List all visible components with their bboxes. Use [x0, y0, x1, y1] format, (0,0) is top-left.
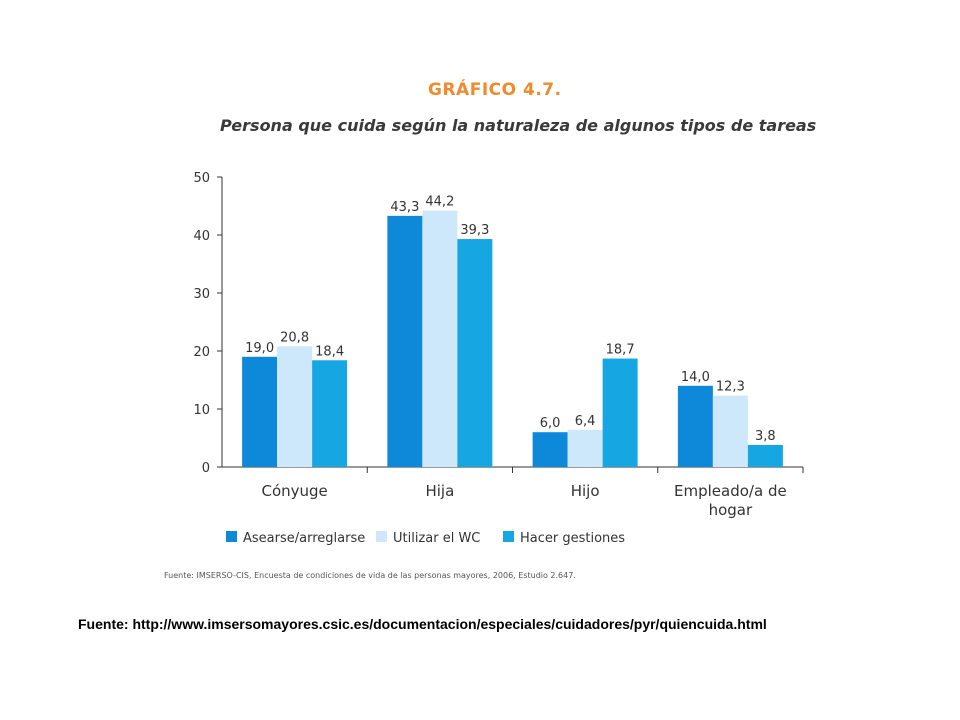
- data-label: 14,0: [681, 370, 710, 385]
- y-tick-label: 40: [193, 229, 210, 244]
- bar: [277, 346, 313, 467]
- bar: [312, 360, 348, 467]
- bar: [602, 358, 638, 467]
- category-label: hogar: [709, 501, 753, 519]
- data-label: 44,2: [425, 195, 454, 210]
- category-label: Hijo: [571, 482, 600, 500]
- bar: [747, 444, 783, 467]
- category-label: Empleado/a de: [674, 482, 787, 500]
- bar: [712, 395, 748, 467]
- source-url: Fuente: http://www.imsersomayores.csic.e…: [78, 616, 767, 632]
- legend-label: Asearse/arreglarse: [243, 531, 365, 546]
- data-label: 6,0: [540, 416, 561, 431]
- y-tick-label: 50: [193, 171, 210, 186]
- y-tick-label: 0: [202, 461, 210, 476]
- y-tick-label: 10: [193, 403, 210, 418]
- data-label: 18,7: [606, 343, 635, 358]
- data-label: 39,3: [460, 223, 489, 238]
- bar: [457, 239, 493, 467]
- legend-label: Hacer gestiones: [520, 531, 625, 546]
- y-tick-label: 20: [193, 345, 210, 360]
- legend-swatch: [226, 531, 237, 542]
- data-label: 12,3: [716, 380, 745, 395]
- source-note: Fuente: IMSERSO-CIS, Encuesta de condici…: [164, 571, 576, 580]
- data-label: 20,8: [280, 330, 309, 345]
- y-tick-label: 30: [193, 287, 210, 302]
- bar: [567, 429, 603, 467]
- data-label: 18,4: [315, 344, 344, 359]
- data-label: 43,3: [390, 200, 419, 215]
- legend-swatch: [503, 531, 514, 542]
- category-label: Cónyuge: [261, 482, 327, 500]
- data-label: 6,4: [575, 414, 596, 429]
- bar: [532, 432, 568, 467]
- bar: [677, 385, 713, 467]
- bar: [387, 215, 423, 467]
- bar: [422, 210, 458, 467]
- legend-swatch: [376, 531, 387, 542]
- data-label: 3,8: [755, 429, 776, 444]
- chart-title: Persona que cuida según la naturaleza de…: [220, 116, 817, 135]
- data-label: 19,0: [245, 341, 274, 356]
- bar-chart: 0 10 20 30 40 50 19,0 20,8 18,4 Cónyuge 43,3 44,2 39…: [193, 171, 804, 546]
- legend-label: Utilizar el WC: [393, 531, 480, 546]
- chart-number: GRÁFICO 4.7.: [428, 80, 562, 100]
- bar: [242, 356, 278, 467]
- category-label: Hija: [425, 482, 454, 500]
